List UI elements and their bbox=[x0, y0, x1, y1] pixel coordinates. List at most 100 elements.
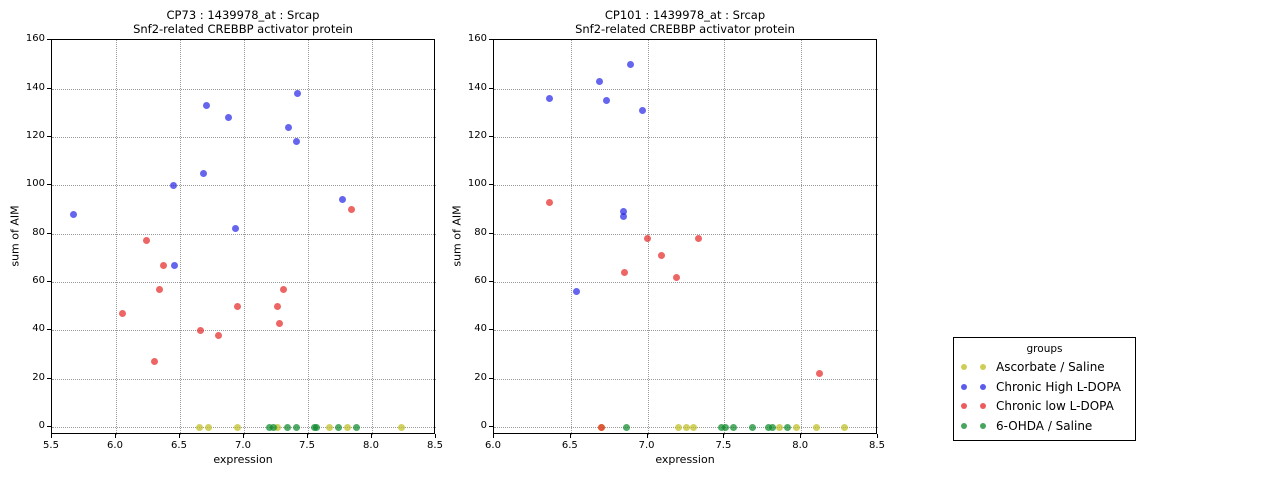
data-point-chronic-high-ldopa bbox=[294, 89, 302, 97]
data-point-6ohda-saline bbox=[269, 423, 277, 431]
y-tick bbox=[47, 280, 51, 282]
gridline-horizontal bbox=[494, 330, 878, 332]
data-point-ascorbate-saline bbox=[682, 423, 690, 431]
y-tick-label: 20 bbox=[32, 371, 45, 383]
legend-marker-icon bbox=[961, 422, 967, 429]
y-tick-label: 120 bbox=[25, 129, 45, 141]
gridline-vertical bbox=[372, 40, 373, 435]
x-tick bbox=[435, 434, 436, 438]
data-point-chronic-low-ldopa bbox=[273, 302, 281, 310]
x-tick bbox=[646, 434, 648, 438]
data-point-6ohda-saline bbox=[292, 423, 300, 431]
legend-marker-icon bbox=[980, 383, 986, 390]
gridline-horizontal bbox=[494, 88, 878, 90]
y-tick-label: 0 bbox=[480, 420, 487, 431]
data-point-6ohda-saline bbox=[335, 423, 343, 431]
y-tick bbox=[489, 184, 493, 186]
gridline-vertical bbox=[116, 40, 117, 435]
data-point-chronic-high-ldopa bbox=[339, 196, 347, 204]
x-tick-label: 7.0 bbox=[235, 440, 251, 451]
data-point-6ohda-saline bbox=[353, 423, 361, 431]
legend-marker-icon bbox=[961, 383, 967, 390]
y-tick bbox=[489, 39, 493, 41]
data-point-chronic-low-ldopa bbox=[214, 331, 222, 339]
y-tick-label: 140 bbox=[467, 81, 487, 93]
data-point-ascorbate-saline bbox=[813, 423, 821, 431]
x-tick bbox=[51, 434, 52, 438]
legend-item-ascorbate-saline: Ascorbate / Saline bbox=[954, 358, 1135, 376]
data-point-chronic-high-ldopa bbox=[203, 102, 211, 110]
data-point-chronic-low-ldopa bbox=[657, 251, 665, 259]
y-tick-label: 140 bbox=[25, 81, 45, 93]
y-tick-label: 40 bbox=[32, 323, 45, 335]
legend-item-label: 6-OHDA / Saline bbox=[996, 418, 1093, 433]
gridline-horizontal bbox=[52, 281, 436, 283]
data-point-chronic-low-ldopa bbox=[150, 358, 158, 366]
gridline-horizontal bbox=[494, 378, 878, 380]
cp73-title-line2: Snf2-related CREBBP activator protein bbox=[133, 22, 353, 36]
cp101-plot-area bbox=[493, 39, 878, 435]
cp73-plot-title: CP73 : 1439978_at : Srcap Snf2-related C… bbox=[51, 8, 435, 36]
data-point-chronic-low-ldopa bbox=[348, 205, 356, 213]
data-point-ascorbate-saline bbox=[793, 423, 801, 431]
gridline-horizontal bbox=[494, 281, 878, 283]
data-point-ascorbate-saline bbox=[397, 423, 405, 431]
gridline-vertical bbox=[801, 40, 803, 435]
data-point-6ohda-saline bbox=[722, 423, 730, 431]
cp101-title-line1: CP101 : 1439978_at : Srcap bbox=[604, 8, 766, 22]
legend-title: groups bbox=[1026, 343, 1063, 355]
x-tick bbox=[371, 434, 372, 438]
y-tick-label: 0 bbox=[38, 420, 45, 431]
y-tick bbox=[47, 39, 51, 41]
data-point-chronic-low-ldopa bbox=[644, 234, 652, 242]
legend-marker-icon bbox=[980, 403, 986, 409]
gridline-horizontal bbox=[52, 427, 436, 428]
data-point-chronic-high-ldopa bbox=[199, 169, 207, 177]
legend-item-6ohda-saline: 6-OHDA / Saline bbox=[954, 417, 1135, 435]
x-tick-label: 6.5 bbox=[561, 440, 578, 451]
x-tick bbox=[877, 434, 878, 438]
data-point-6ohda-saline bbox=[266, 423, 274, 431]
x-tick bbox=[493, 434, 494, 438]
y-tick bbox=[47, 329, 51, 331]
data-point-chronic-high-ldopa bbox=[627, 60, 635, 68]
data-point-ascorbate-saline bbox=[234, 423, 242, 431]
legend-marker-icon bbox=[980, 422, 986, 429]
legend-item-chronic-high-ldopa: Chronic High L-DOPA bbox=[954, 378, 1135, 396]
data-point-ascorbate-saline bbox=[776, 423, 784, 431]
x-tick bbox=[723, 434, 725, 438]
data-point-6ohda-saline bbox=[622, 423, 630, 431]
y-tick-label: 160 bbox=[25, 33, 45, 45]
y-tick bbox=[47, 232, 51, 234]
data-point-chronic-high-ldopa bbox=[231, 225, 239, 233]
x-tick bbox=[307, 434, 308, 438]
gridline-horizontal bbox=[52, 185, 436, 187]
gridline-vertical bbox=[180, 40, 181, 435]
y-tick bbox=[489, 329, 493, 331]
data-point-chronic-low-ldopa bbox=[143, 237, 151, 245]
y-tick bbox=[489, 426, 493, 427]
x-tick-label: 8.0 bbox=[363, 440, 379, 451]
data-point-ascorbate-saline bbox=[840, 423, 848, 431]
cp73-plot-area bbox=[51, 39, 436, 435]
y-tick-label: 120 bbox=[467, 129, 487, 141]
y-tick bbox=[489, 135, 493, 137]
data-point-6ohda-saline bbox=[313, 423, 321, 431]
gridline-horizontal bbox=[494, 136, 878, 138]
x-tick-label: 7.5 bbox=[299, 440, 315, 451]
x-tick bbox=[115, 434, 116, 438]
data-point-chronic-high-ldopa bbox=[596, 77, 604, 85]
x-tick-label: 8.5 bbox=[427, 440, 443, 451]
data-point-6ohda-saline bbox=[783, 423, 791, 431]
x-tick-label: 7.0 bbox=[638, 440, 655, 451]
gridline-vertical bbox=[724, 40, 726, 435]
cp73-title-line1: CP73 : 1439978_at : Srcap bbox=[166, 8, 320, 22]
y-tick bbox=[47, 184, 51, 186]
gridline-horizontal bbox=[52, 378, 436, 380]
data-point-chronic-high-ldopa bbox=[292, 138, 300, 146]
data-point-ascorbate-saline bbox=[690, 423, 698, 431]
data-point-chronic-low-ldopa bbox=[196, 326, 204, 334]
gridline-horizontal bbox=[52, 88, 436, 90]
data-point-6ohda-saline bbox=[730, 423, 738, 431]
